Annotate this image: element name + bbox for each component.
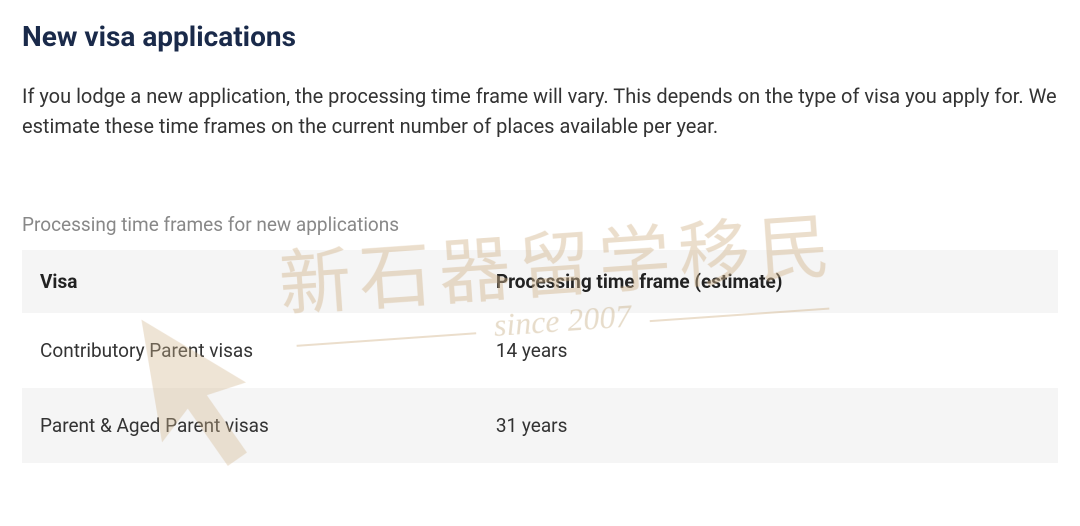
page-title: New visa applications [22,20,1058,53]
intro-paragraph: If you lodge a new application, the proc… [22,81,1058,141]
column-header-visa: Visa [22,250,478,313]
cell-visa-type: Contributory Parent visas [22,313,478,388]
cell-timeframe: 14 years [478,313,1058,388]
table-caption: Processing time frames for new applicati… [22,213,1058,236]
table-row: Parent & Aged Parent visas 31 years [22,388,1058,463]
cell-timeframe: 31 years [478,388,1058,463]
processing-times-table: Visa Processing time frame (estimate) Co… [22,250,1058,463]
column-header-timeframe: Processing time frame (estimate) [478,250,1058,313]
table-row: Contributory Parent visas 14 years [22,313,1058,388]
cell-visa-type: Parent & Aged Parent visas [22,388,478,463]
